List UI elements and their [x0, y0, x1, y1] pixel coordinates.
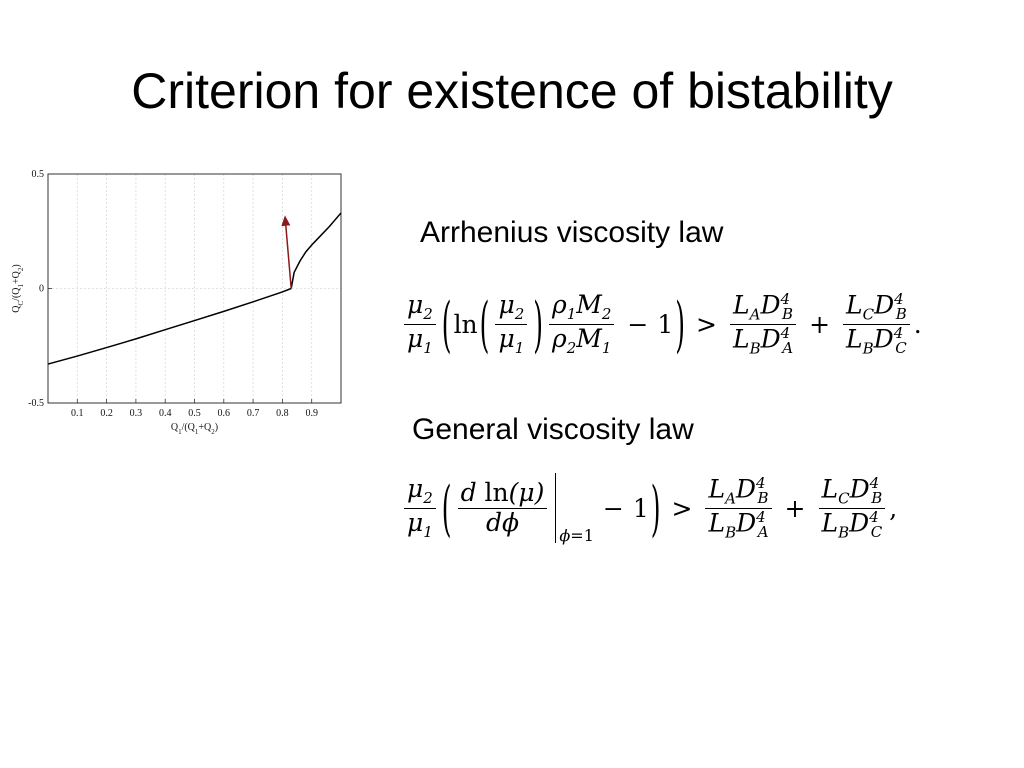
y-tick-label: 0.5	[32, 169, 45, 180]
slide-title: Criterion for existence of bistability	[131, 63, 893, 119]
y-tick-label: -0.5	[28, 398, 44, 409]
general-criterion-equation: μ2 μ1 ( d ln(μ) dϕ ϕ=1 −1 ) > LAD4B LBD4A +…	[400, 463, 897, 553]
x-tick-label: 0.9	[305, 408, 318, 419]
jump-arrow	[281, 215, 292, 289]
x-tick-label: 0.2	[100, 408, 113, 419]
x-tick-label: 0.1	[71, 408, 84, 419]
series-line-1	[47, 287, 292, 365]
x-axis-label: Q1/(Q1+Q2)	[171, 422, 218, 436]
arrhenius-law-label: Arrhenius viscosity law	[420, 216, 724, 249]
x-tick-label: 0.7	[247, 408, 260, 419]
bistability-chart: 0.1 0.2 0.3 0.4 0.5 0.6 0.7 0.8 0.9 0.5 0 -0.5 Q1/(Q…	[11, 169, 342, 436]
x-tick-label: 0.3	[130, 408, 143, 419]
x-tick-label: 0.8	[276, 408, 289, 419]
series-line-2	[290, 212, 342, 289]
x-tick-label: 0.5	[188, 408, 201, 419]
x-tick-label: 0.4	[159, 408, 172, 419]
x-tick-label: 0.6	[218, 408, 231, 419]
arrhenius-criterion-equation: μ2 μ1 ( ln ( μ2 μ1 ) ρ1M2 ρ2M1 −1 ) > LAD4B…	[400, 285, 922, 363]
general-law-label: General viscosity law	[412, 413, 694, 446]
y-axis-label: QC/(Q1+Q2)	[11, 264, 25, 312]
y-tick-label: 0	[39, 284, 44, 295]
